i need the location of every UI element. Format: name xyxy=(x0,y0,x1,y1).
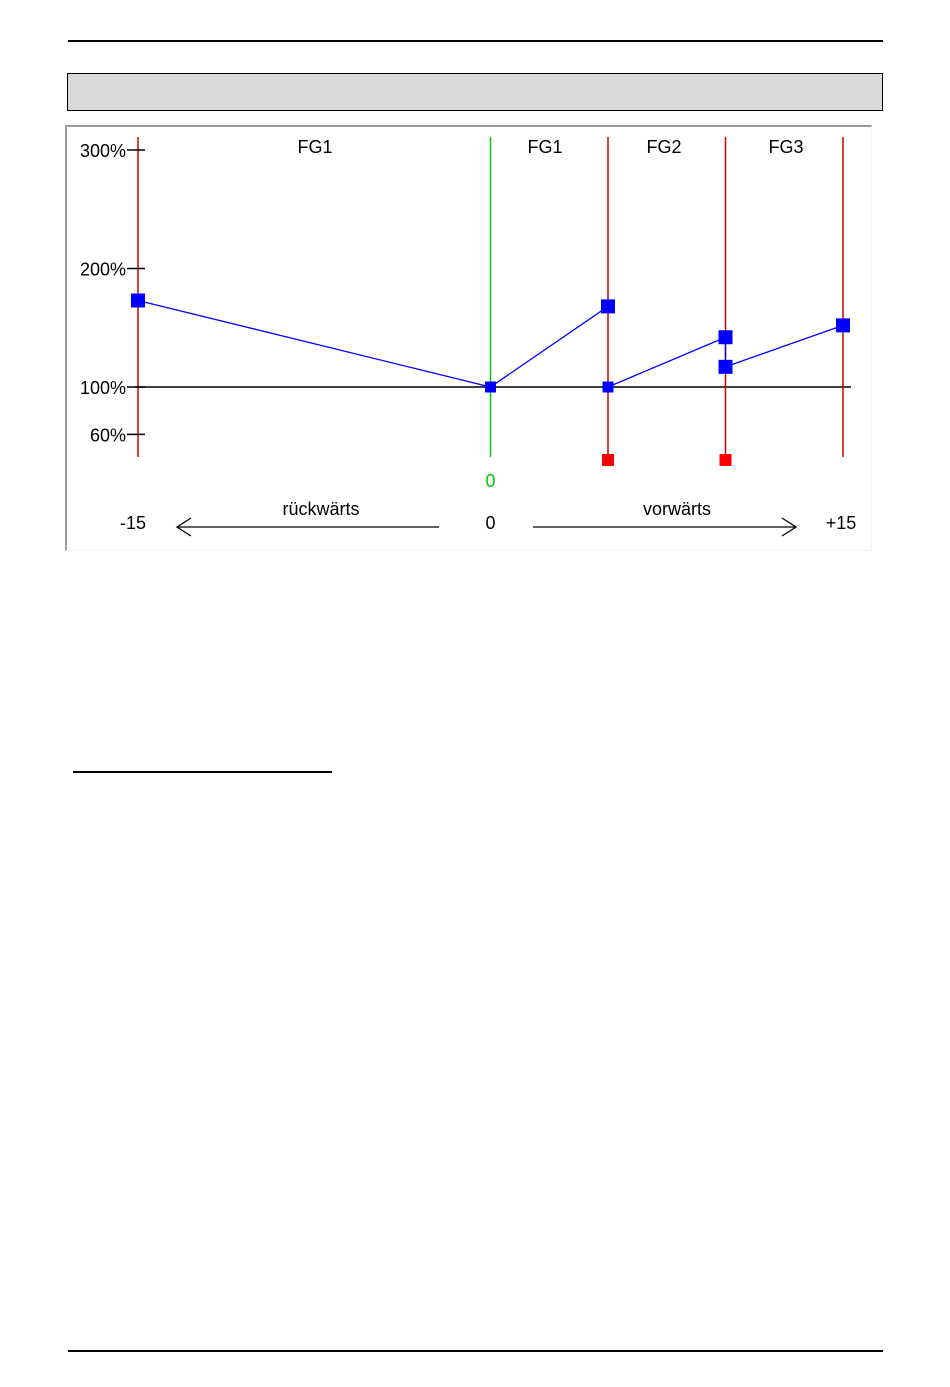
x-tick-label-1: 0 xyxy=(485,513,495,533)
zone-label-3: FG3 xyxy=(768,137,803,157)
series-point-1-3 xyxy=(836,318,850,333)
x-tick-label-2: +15 xyxy=(826,513,857,533)
red-marker-1 xyxy=(719,454,732,466)
series-point-1-1 xyxy=(718,330,733,345)
forward-label: vorwärts xyxy=(643,499,711,519)
header-rule xyxy=(68,40,883,42)
series-point-0-2 xyxy=(601,299,615,314)
zone-label-1: FG1 xyxy=(527,137,562,157)
y-tick-label-0: 300% xyxy=(80,141,126,161)
backward-label: rückwärts xyxy=(282,499,359,519)
zone-label-0: FG1 xyxy=(297,137,332,157)
forward-arrow-head xyxy=(781,517,798,537)
chart-svg: 300% 200% 100% 60% FG1 FG1 FG2 FG3 0 -15 0 +15 rückw… xyxy=(80,137,857,537)
y-tick-label-2: 100% xyxy=(80,378,126,398)
zone-label-2: FG2 xyxy=(646,137,681,157)
series-point-1-0 xyxy=(602,381,614,393)
series-point-0-1 xyxy=(485,381,496,393)
section-header-bar xyxy=(67,73,883,111)
heading-underline xyxy=(73,771,332,773)
red-marker-0 xyxy=(602,454,614,466)
footer-rule xyxy=(68,1350,883,1352)
series-line-0 xyxy=(137,299,609,388)
series-point-0-0 xyxy=(131,293,145,308)
y-tick-label-1: 200% xyxy=(80,260,126,280)
series-point-1-2 xyxy=(718,359,733,374)
y-tick-label-3: 60% xyxy=(90,425,126,445)
zero-line-label: 0 xyxy=(485,471,495,491)
chart-figure: 300% 200% 100% 60% FG1 FG1 FG2 FG3 0 -15 0 +15 rückw… xyxy=(65,125,872,551)
x-tick-label-0: -15 xyxy=(120,513,146,533)
backward-arrow-head xyxy=(175,517,192,537)
series-line-1 xyxy=(607,324,844,388)
